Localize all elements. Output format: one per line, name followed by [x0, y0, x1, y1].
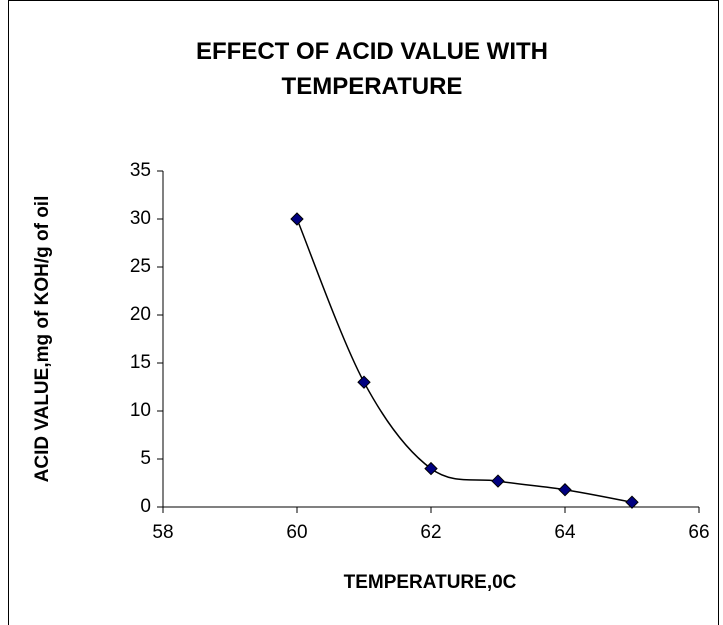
- y-tick-label: 35: [130, 160, 151, 181]
- data-point: [290, 212, 304, 226]
- chart-title: EFFECT OF ACID VALUE WITH TEMPERATURE: [196, 38, 548, 100]
- y-tick-label: 30: [130, 208, 151, 229]
- data-point: [625, 495, 639, 509]
- data-line: [296, 218, 633, 503]
- y-tick-label: 5: [140, 448, 151, 469]
- x-tick-label: 66: [688, 522, 709, 543]
- chart-border: [8, 0, 719, 625]
- y-tick-label: 15: [130, 352, 151, 373]
- x-axis-label: TEMPERATURE,0C: [343, 572, 517, 593]
- x-tick-label: 58: [152, 522, 173, 543]
- y-tick-label: 0: [140, 496, 151, 517]
- data-point: [491, 474, 505, 488]
- data-point: [357, 375, 371, 389]
- y-axis-label: ACID VALUE,mg of KOH/g of oil: [32, 195, 53, 483]
- y-tick-label: 25: [130, 256, 151, 277]
- x-tick-label: 64: [554, 522, 576, 543]
- data-point: [558, 483, 572, 497]
- x-tick-label: 60: [286, 522, 307, 543]
- x-tick-label: 62: [420, 522, 441, 543]
- y-tick-label: 20: [130, 304, 151, 325]
- data-point: [424, 461, 438, 476]
- y-tick-label: 10: [130, 400, 151, 421]
